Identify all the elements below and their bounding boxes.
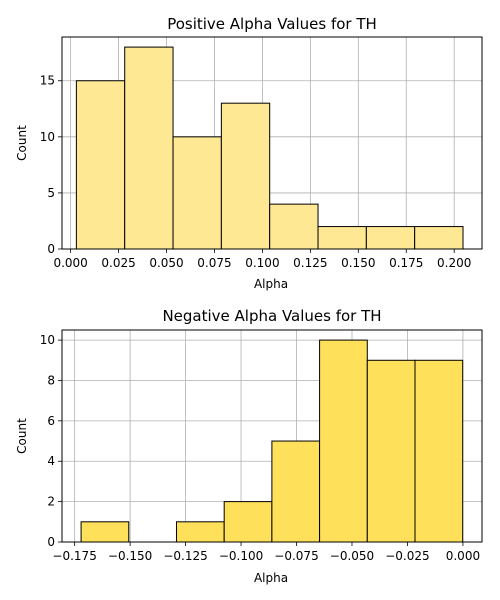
y-axis-label: Count [15, 125, 29, 161]
y-tick-label: 4 [47, 454, 55, 468]
x-tick-label: 0.000 [53, 256, 87, 270]
histogram-bar [220, 102, 271, 250]
axes-frame [61, 36, 483, 250]
y-tick-label: 6 [47, 414, 55, 428]
histogram-bar [414, 226, 464, 250]
x-tick-label: 0.200 [437, 256, 471, 270]
histogram-bar [317, 226, 367, 250]
x-tick-label: 0.075 [197, 256, 231, 270]
chart-title: Negative Alpha Values for TH [162, 307, 381, 325]
y-tick-label: 0 [47, 242, 55, 256]
x-tick-label: 0.150 [341, 256, 375, 270]
histogram-bar [414, 359, 464, 543]
histogram-bar [269, 203, 319, 250]
histogram-bar [124, 46, 174, 250]
histogram-bar [271, 440, 321, 543]
y-tick-label: 10 [40, 333, 55, 347]
positive-alpha-histogram: Positive Alpha Values for TH 0.000 0.025 0… [15, 15, 483, 291]
x-tick-label: 0.000 [446, 549, 480, 563]
x-tick-label: −0.050 [330, 549, 374, 563]
histogram-bar [365, 226, 416, 250]
x-tick-label: 0.100 [245, 256, 279, 270]
y-tick-label: 10 [40, 130, 55, 144]
histogram-bar [80, 521, 130, 543]
y-tick-label: 5 [47, 186, 55, 200]
bars [75, 46, 464, 250]
x-tick-label: 0.125 [293, 256, 327, 270]
x-axis-ticks: −0.175 −0.150 −0.125 −0.100 −0.075 −0.050 −0.0… [52, 542, 480, 563]
x-tick-label: −0.125 [163, 549, 207, 563]
x-tick-label: −0.075 [274, 549, 318, 563]
histogram-bar [319, 339, 368, 543]
y-axis-label: Count [15, 418, 29, 454]
histogram-bar [366, 359, 416, 543]
y-tick-label: 2 [47, 495, 55, 509]
y-axis-ticks: 0 2 4 6 8 10 [40, 333, 62, 549]
x-tick-label: −0.150 [108, 549, 152, 563]
x-axis-ticks: 0.000 0.025 0.050 0.075 0.100 0.125 0.150 0.175… [53, 249, 471, 270]
histogram-bar [175, 521, 225, 543]
x-tick-label: 0.175 [389, 256, 423, 270]
x-tick-label: −0.100 [219, 549, 263, 563]
x-tick-label: 0.050 [149, 256, 183, 270]
histogram-bar [172, 136, 222, 250]
histogram-bar [223, 501, 273, 543]
x-axis-label: Alpha [254, 277, 288, 291]
chart-title: Positive Alpha Values for TH [167, 15, 377, 33]
y-tick-label: 15 [40, 74, 55, 88]
y-tick-label: 0 [47, 535, 55, 549]
y-tick-label: 8 [47, 373, 55, 387]
x-tick-label: 0.025 [101, 256, 135, 270]
y-axis-ticks: 0 5 10 15 [40, 74, 62, 256]
negative-alpha-histogram: Negative Alpha Values for TH −0.175 −0.15… [15, 307, 483, 585]
x-tick-label: −0.175 [52, 549, 96, 563]
x-tick-label: −0.025 [385, 549, 429, 563]
histogram-bar [75, 80, 126, 250]
axes-frame [61, 329, 483, 543]
x-axis-label: Alpha [254, 571, 288, 585]
